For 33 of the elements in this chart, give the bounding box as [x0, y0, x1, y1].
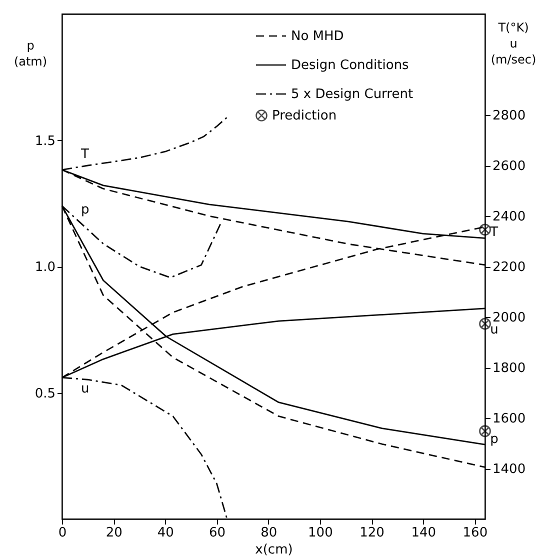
text: u [490, 322, 498, 338]
annotation: p [81, 202, 90, 218]
legend-label: Prediction [272, 108, 337, 124]
y2-tick-label: 2800 [492, 108, 526, 124]
y-tick-label: 1.0 [34, 260, 56, 275]
x-tick-label: 80 [260, 526, 278, 540]
x-tick-label: 20 [106, 526, 122, 540]
x-tick-label: 40 [157, 526, 174, 540]
x-tick-label: 100 [308, 526, 333, 540]
x-tick-label: 160 [462, 526, 488, 540]
x-tick-label: 120 [360, 526, 384, 540]
annotation: T [80, 146, 90, 162]
legend-label: No MHD [291, 29, 344, 44]
legend-label: Design Conditions [291, 58, 410, 73]
y2-tick-label: 1800 [492, 361, 526, 376]
y-tick-label: 0.5 [34, 386, 56, 402]
y2-tick-label: 2400 [492, 210, 526, 224]
y2-tick-label: 2600 [492, 159, 526, 174]
x-tick-label: 140 [411, 526, 436, 540]
y2-axis-title: T(°K) u (m/sec) [490, 20, 536, 66]
x-tick-label: 0 [58, 526, 67, 540]
legend-label: 5 x Design Current [291, 87, 414, 102]
y2-tick-label: 1600 [492, 412, 526, 426]
text: T [489, 225, 498, 240]
y2-tick-label: 2200 [492, 260, 526, 275]
annotation: u [81, 382, 90, 397]
y-axis-title: p (atm) [14, 38, 48, 68]
y-tick-label: 1.5 [34, 134, 56, 149]
x-tick-label: 60 [208, 526, 226, 540]
y2-tick-label: 2000 [492, 310, 526, 326]
y2-tick-label: 1400 [492, 462, 526, 477]
x-axis-title: x(cm) [255, 542, 293, 556]
text: p [490, 432, 498, 448]
